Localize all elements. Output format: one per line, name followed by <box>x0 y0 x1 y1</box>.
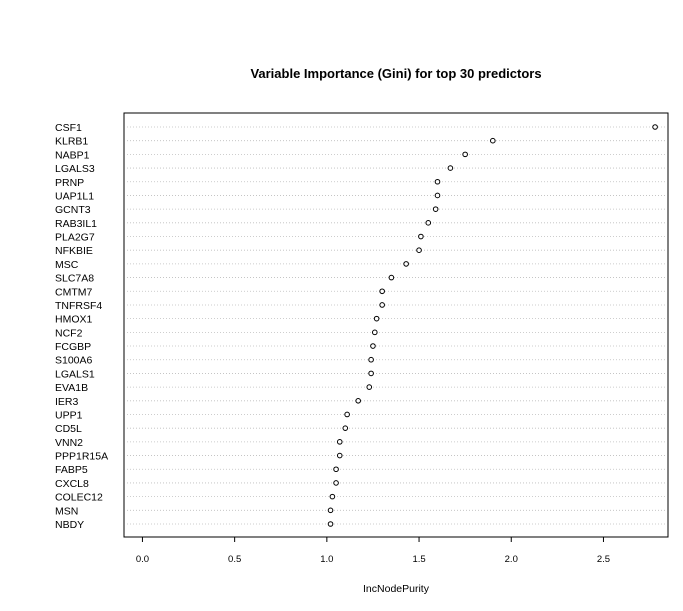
data-point <box>371 329 378 336</box>
data-point <box>462 151 468 158</box>
variable-label: NCF2 <box>55 327 83 339</box>
data-point <box>336 439 343 445</box>
variable-label: PRNP <box>55 177 84 189</box>
variable-label: CSF1 <box>55 122 82 134</box>
variable-label: NBDY <box>55 519 84 531</box>
data-point <box>379 302 385 308</box>
variable-label: GCNT3 <box>55 204 91 216</box>
guide-lines <box>127 126 665 525</box>
variable-label: LGALS1 <box>55 368 95 380</box>
variable-label: NABP1 <box>55 149 90 161</box>
data-point <box>425 220 432 226</box>
data-point <box>366 384 373 390</box>
data-point <box>447 165 454 171</box>
x-tick-label: 0.0 <box>136 554 149 565</box>
variable-label: PPP1R15A <box>55 451 108 463</box>
variable-label: PLA2G7 <box>55 232 95 244</box>
variable-label: IER3 <box>55 396 79 408</box>
variable-label: SLC7A8 <box>55 273 94 285</box>
variable-label: UPP1 <box>55 409 83 421</box>
data-point <box>333 466 339 473</box>
variable-label: LGALS3 <box>55 163 95 175</box>
variable-label: S100A6 <box>55 355 93 367</box>
variable-label: CD5L <box>55 423 82 435</box>
data-point <box>327 507 334 514</box>
data-point <box>434 192 441 199</box>
variable-label: MSN <box>55 505 78 517</box>
x-tick-label: 0.5 <box>228 554 241 565</box>
chart-title: Variable Importance (Gini) for top 30 pr… <box>250 66 541 81</box>
variable-label: CXCL8 <box>55 478 89 490</box>
data-point <box>370 343 376 349</box>
data-point <box>416 247 422 254</box>
variable-label: TNFRSF4 <box>55 300 102 312</box>
x-tick-label: 2.0 <box>505 554 518 565</box>
data-point <box>342 425 349 431</box>
data-point <box>418 233 424 240</box>
data-point <box>355 397 361 404</box>
data-point <box>432 206 439 212</box>
variable-label: FABP5 <box>55 464 88 476</box>
variable-label: CMTM7 <box>55 286 92 298</box>
x-tick-label: 2.5 <box>597 554 610 565</box>
variable-label: RAB3IL1 <box>55 218 97 230</box>
variable-label: MSC <box>55 259 79 271</box>
x-tick-label: 1.5 <box>412 554 425 565</box>
data-point <box>329 493 336 500</box>
data-point <box>388 274 395 281</box>
variable-label: UAP1L1 <box>55 190 94 202</box>
variable-label: FCGBP <box>55 341 91 353</box>
variable-label: NFKBIE <box>55 245 93 257</box>
variable-label: VNN2 <box>55 437 83 449</box>
x-tick-label: 1.0 <box>320 554 333 565</box>
data-points <box>327 124 658 527</box>
data-point <box>403 261 409 267</box>
data-point <box>368 356 374 363</box>
data-point <box>652 124 658 130</box>
data-point <box>327 521 334 527</box>
plot-frame <box>123 112 669 538</box>
data-point <box>368 370 374 377</box>
data-point <box>379 288 385 295</box>
variable-label: HMOX1 <box>55 314 93 326</box>
data-point <box>344 411 350 418</box>
variable-label: KLRB1 <box>55 136 88 148</box>
variable-label: EVA1B <box>55 382 88 394</box>
x-axis: 0.0 0.5 1.0 1.5 2.0 2.5 <box>136 537 610 565</box>
data-point <box>336 452 343 459</box>
data-point <box>373 315 380 322</box>
data-point <box>434 178 441 185</box>
variable-label: COLEC12 <box>55 492 103 504</box>
data-point <box>333 480 339 486</box>
data-point <box>490 137 496 144</box>
x-axis-title: IncNodePurity <box>363 583 430 595</box>
